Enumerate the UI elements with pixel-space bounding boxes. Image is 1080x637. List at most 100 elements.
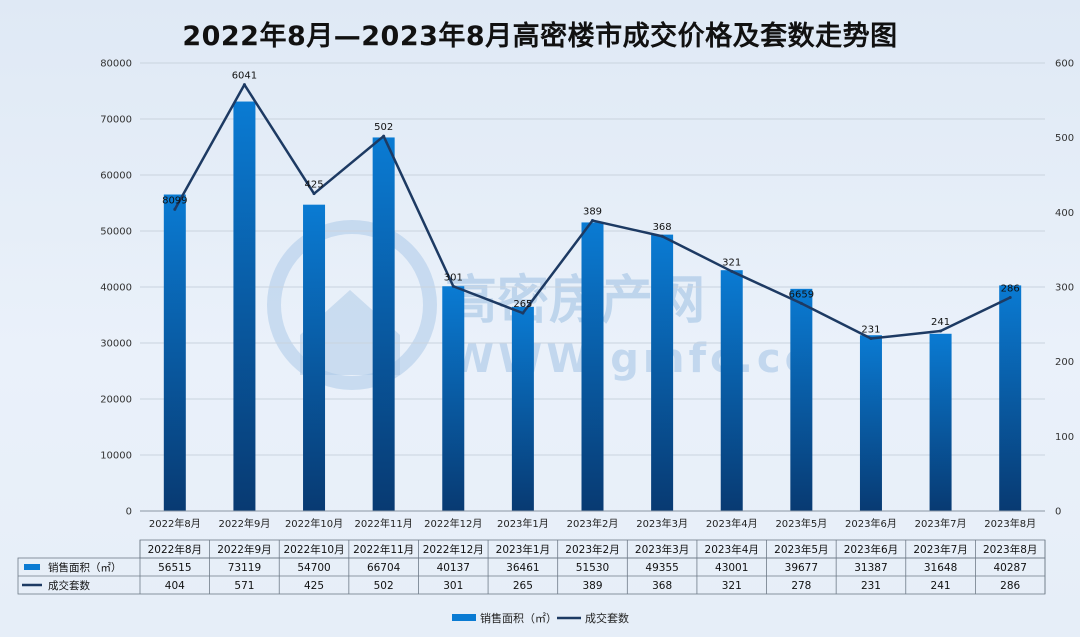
data-label: 6041	[232, 71, 257, 82]
legend-label-area: 销售面积（㎡）	[480, 611, 557, 625]
bar-2023年6月	[859, 335, 882, 511]
table-cell-count: 502	[374, 580, 394, 592]
table-header-cell: 2022年12月	[423, 543, 484, 556]
axes: 0 10000 20000 30000 40000 50000 60000 70000 8000…	[100, 59, 1074, 531]
line-point	[660, 234, 664, 238]
table-cell-count: 571	[234, 580, 254, 592]
legend: 销售面积（㎡） 成交套数	[452, 611, 629, 625]
table-cell-area: 40137	[437, 562, 470, 574]
bar-2023年5月	[790, 288, 813, 511]
table-bar-swatch-icon	[24, 564, 40, 570]
line-point	[1008, 295, 1012, 299]
x-tick-label: 2022年9月	[219, 517, 271, 530]
y-left-tick-label: 60000	[100, 171, 132, 182]
table-cell-count: 404	[165, 580, 185, 592]
y-left-tick-label: 10000	[100, 451, 132, 462]
bar-2022年12月	[442, 286, 465, 511]
table-cell-count: 389	[582, 580, 602, 592]
data-table: 2022年8月 2022年9月 2022年10月 2022年11月 2022年12月 20…	[17, 539, 1046, 595]
table-cell-count: 278	[791, 580, 811, 592]
table-cell-area: 31648	[924, 562, 957, 574]
data-label: 265	[513, 299, 532, 310]
line-series: 8099 6041 425 502 301 265 389 368 321 6659 231 241 2…	[162, 71, 1020, 341]
table-cell-area: 49355	[645, 562, 678, 574]
x-tick-label: 2023年5月	[775, 517, 827, 530]
data-label: 321	[722, 257, 741, 268]
y-left-tick-label: 0	[126, 507, 132, 518]
data-label: 368	[653, 222, 672, 233]
table-cell-count: 425	[304, 580, 324, 592]
table-cell-count: 241	[931, 580, 951, 592]
x-tick-label: 2023年6月	[845, 517, 897, 530]
table-cell-area: 36461	[506, 562, 539, 574]
table-header-cell: 2022年11月	[353, 543, 414, 556]
table-cell-area: 31387	[854, 562, 887, 574]
data-label: 231	[861, 325, 880, 336]
line-point	[730, 269, 734, 273]
table-cell-area: 39677	[785, 562, 818, 574]
bar-2023年2月	[581, 222, 604, 511]
table-cell-area: 54700	[297, 562, 330, 574]
line-point	[521, 311, 525, 315]
table-header-cell: 2023年5月	[774, 543, 828, 556]
y-left-tick-label: 50000	[100, 227, 132, 238]
line-point	[242, 83, 246, 87]
table-header-cell: 2023年6月	[844, 543, 898, 556]
x-tick-label: 2023年7月	[915, 517, 967, 530]
table-cell-area: 73119	[228, 562, 261, 574]
x-tick-label: 2022年8月	[149, 517, 201, 530]
x-tick-label: 2023年8月	[984, 517, 1036, 530]
table-header-cell: 2022年9月	[217, 543, 271, 556]
line-point	[382, 134, 386, 138]
legend-bar-swatch-icon	[452, 614, 476, 621]
y-right-tick-label: 600	[1055, 59, 1074, 70]
table-cell-area: 66704	[367, 562, 401, 574]
watermark-text-en: WWW.gmfc.cc	[450, 336, 812, 382]
table-header-cell: 2023年8月	[983, 543, 1037, 556]
y-left-tick-label: 40000	[100, 283, 132, 294]
line-point	[869, 337, 873, 341]
line-point	[451, 284, 455, 288]
line-point	[312, 192, 316, 196]
table-header-cell: 2023年4月	[705, 543, 759, 556]
table-cell-area: 43001	[715, 562, 748, 574]
y-right-tick-label: 300	[1055, 283, 1074, 294]
line-point	[799, 301, 803, 305]
bar-2023年7月	[929, 333, 952, 511]
x-tick-label: 2022年12月	[424, 517, 482, 530]
table-cell-count: 301	[443, 580, 463, 592]
x-tick-label: 2023年1月	[497, 517, 549, 530]
y-left-tick-label: 20000	[100, 395, 132, 406]
table-header-cell: 2023年1月	[496, 543, 550, 556]
x-tick-label: 2022年11月	[355, 517, 413, 530]
table-row-label: 销售面积（㎡）	[48, 561, 122, 574]
table-cell-area: 56515	[158, 562, 191, 574]
table-cell-area: 51530	[576, 562, 609, 574]
bar-2023年8月	[999, 285, 1022, 511]
bar-2022年10月	[303, 204, 326, 511]
data-label: 241	[931, 317, 950, 328]
table-row-label: 成交套数	[48, 579, 90, 592]
data-label: 286	[1001, 283, 1020, 294]
table-header-cell: 2022年10月	[283, 543, 344, 556]
line-point	[591, 219, 594, 223]
y-right-tick-label: 200	[1055, 357, 1074, 368]
chart-title: 2022年8月—2023年8月高密楼市成交价格及套数走势图	[182, 21, 898, 52]
y-right-tick-label: 0	[1055, 507, 1061, 518]
x-tick-label: 2023年3月	[636, 517, 688, 530]
y-right-tick-label: 400	[1055, 208, 1074, 219]
x-tick-label: 2023年2月	[567, 517, 619, 530]
y-right-tick-label: 100	[1055, 432, 1074, 443]
line-point	[939, 329, 943, 333]
bar-2023年3月	[651, 234, 674, 511]
data-label: 502	[374, 122, 393, 133]
data-label: 8099	[162, 195, 187, 206]
bar-2023年1月	[511, 306, 534, 511]
y-left-tick-label: 70000	[100, 115, 132, 126]
bar-2022年8月	[163, 194, 186, 512]
watermark-logo-ring	[267, 220, 437, 390]
y-right-tick-label: 500	[1055, 133, 1074, 144]
table-header-cell: 2023年2月	[565, 543, 619, 556]
x-tick-label: 2022年10月	[285, 517, 343, 530]
